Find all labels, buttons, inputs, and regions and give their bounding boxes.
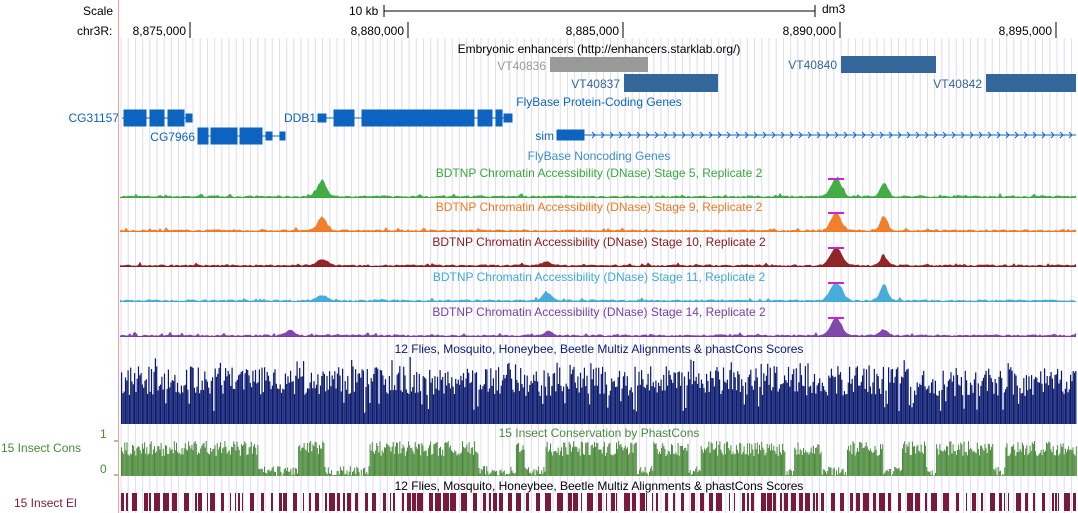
elements-side-label[interactable]: 15 Insect El bbox=[14, 496, 77, 510]
scale-label: Scale bbox=[83, 4, 114, 18]
enhancer-features bbox=[550, 56, 1076, 92]
dnase-stage14-track-title[interactable]: BDTNP Chromatin Accessibility (DNase) St… bbox=[432, 305, 766, 319]
ruler-tick-label: 8,895,000 bbox=[998, 24, 1052, 38]
phastcons-side-label[interactable]: 15 Insect Cons bbox=[1, 441, 82, 455]
enhancer-feature-vt40842[interactable] bbox=[986, 74, 1076, 92]
dnase-stage5-track-title[interactable]: BDTNP Chromatin Accessibility (DNase) St… bbox=[435, 166, 763, 180]
enhancers-track-title[interactable]: Embryonic enhancers (http://enhancers.st… bbox=[457, 42, 741, 56]
elements-track-title[interactable]: 12 Flies, Mosquito, Honeybee, Beetle Mul… bbox=[394, 479, 804, 493]
scale-bar bbox=[383, 5, 816, 17]
chrom-label: chr3R: bbox=[77, 24, 113, 38]
gene-label-ddb1[interactable]: DDB1 bbox=[283, 111, 316, 125]
coding-gene-models bbox=[122, 109, 1076, 145]
ruler-tick-label: 8,885,000 bbox=[565, 24, 619, 38]
phastcons-axis-max: 1 bbox=[100, 427, 107, 441]
enhancer-feature-vt40837[interactable] bbox=[624, 74, 718, 92]
enhancer-label-vt40836[interactable]: VT40836 bbox=[497, 59, 546, 73]
coding-genes-track-title[interactable]: FlyBase Protein-Coding Genes bbox=[516, 95, 682, 109]
ruler-tick-label: 8,875,000 bbox=[132, 24, 186, 38]
ruler-tick-label: 8,890,000 bbox=[782, 24, 836, 38]
gene-model-sim[interactable] bbox=[556, 129, 1076, 141]
gene-model-cg31157[interactable] bbox=[122, 109, 193, 127]
enhancer-label-vt40837[interactable]: VT40837 bbox=[571, 77, 620, 91]
enhancer-feature-vt40836[interactable] bbox=[550, 57, 648, 72]
noncoding-genes-track-title[interactable]: FlyBase Noncoding Genes bbox=[527, 149, 671, 163]
ruler-ticks bbox=[189, 22, 1057, 38]
ruler-tick-label: 8,880,000 bbox=[350, 24, 404, 38]
phastcons-axis-min: 0 bbox=[100, 462, 107, 476]
scale-bar-label: 10 kb bbox=[349, 4, 379, 18]
enhancer-feature-vt40840[interactable] bbox=[841, 56, 936, 73]
phastcons-track-title[interactable]: 15 Insect Conservation by PhastCons bbox=[498, 426, 700, 440]
gene-model-cg7966[interactable] bbox=[197, 127, 286, 145]
enhancer-label-vt40840[interactable]: VT40840 bbox=[788, 58, 837, 72]
gene-label-sim[interactable]: sim bbox=[535, 129, 554, 143]
dnase-stage10-track-title[interactable]: BDTNP Chromatin Accessibility (DNase) St… bbox=[432, 235, 766, 249]
dnase-stage9-track-title[interactable]: BDTNP Chromatin Accessibility (DNase) St… bbox=[435, 200, 763, 214]
multiz-track-title[interactable]: 12 Flies, Mosquito, Honeybee, Beetle Mul… bbox=[394, 342, 804, 356]
enhancer-label-vt40842[interactable]: VT40842 bbox=[933, 77, 982, 91]
gene-model-ddb1[interactable] bbox=[317, 109, 513, 127]
gene-label-cg7966[interactable]: CG7966 bbox=[150, 130, 195, 144]
gene-label-cg31157[interactable]: CG31157 bbox=[68, 111, 119, 125]
dnase-stage11-track-title[interactable]: BDTNP Chromatin Accessibility (DNase) St… bbox=[432, 270, 766, 284]
assembly-label: dm3 bbox=[822, 2, 846, 16]
